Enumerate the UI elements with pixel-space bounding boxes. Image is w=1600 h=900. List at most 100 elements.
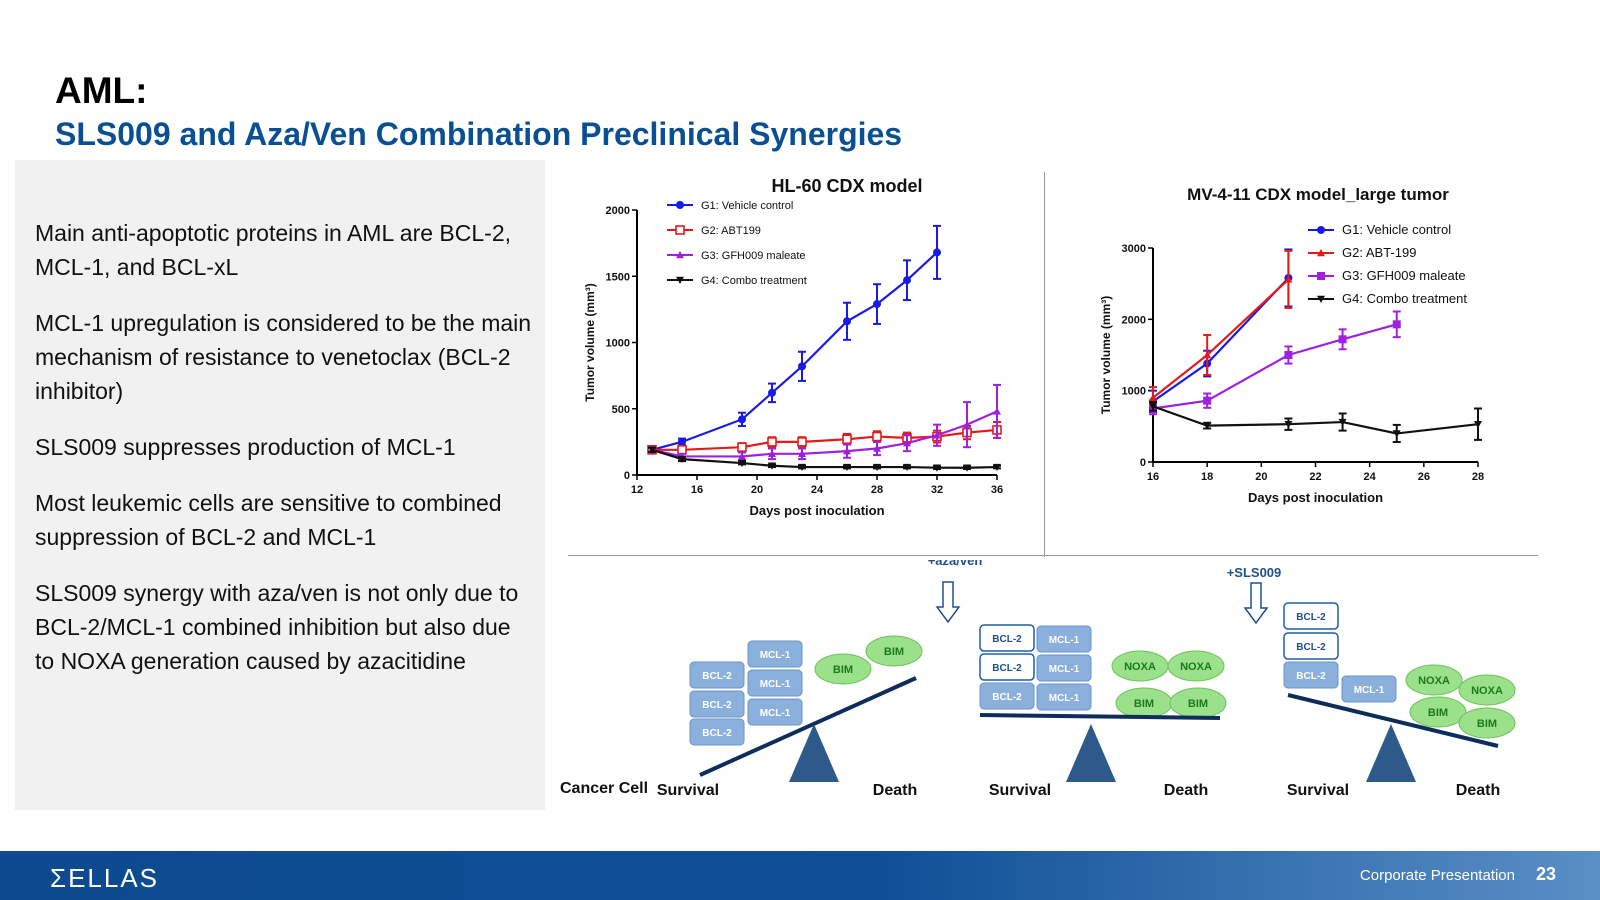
bim-oval-shape: [865, 635, 923, 667]
bim-oval-label: BIM: [1477, 718, 1497, 730]
beam-3: [1287, 693, 1499, 748]
bcl2-box-shape: [689, 690, 745, 718]
bcl2-box-label: BCL-2: [702, 728, 732, 739]
bim-oval: BIM: [1169, 687, 1227, 719]
y-tick-label: 0: [1140, 457, 1146, 469]
mcl1-box: MCL-1: [1036, 683, 1092, 711]
data-point: [873, 444, 881, 452]
vertical-divider: [1044, 172, 1045, 557]
down-arrow-1: [935, 581, 961, 624]
data-point: [1338, 418, 1347, 427]
data-point: [1338, 335, 1347, 344]
legend-marker: [1317, 249, 1325, 257]
bcl2-box-shape: [1283, 661, 1339, 689]
mcl1-box-shape: [1036, 625, 1092, 653]
bim-oval-label: BIM: [833, 664, 853, 676]
survival-label: Survival: [657, 782, 719, 799]
data-point: [768, 462, 776, 470]
bcl2-box-label: BCL-2: [702, 671, 732, 682]
bcl2-box: BCL-2: [689, 690, 745, 718]
mcl1-box-shape: [747, 698, 803, 726]
legend-marker: [1317, 272, 1325, 280]
noxa-oval: NOXA: [1167, 650, 1225, 682]
bim-oval: BIM: [1458, 707, 1516, 739]
hl60-chart: HL-60 CDX model 12 16 20 24 28 32 36 0 500 1000 150…: [583, 176, 1003, 518]
y-axis-label: Tumor volume (mm³): [583, 283, 597, 401]
data-point: [737, 442, 747, 452]
data-point: [843, 317, 851, 326]
data-point: [798, 449, 806, 457]
y-tick-label: 2000: [1122, 314, 1146, 326]
slide-subtitle: SLS009 and Aza/Ven Combination Preclinic…: [55, 116, 903, 152]
legend-marker: [1317, 295, 1325, 303]
data-point: [933, 464, 941, 472]
data-point: [933, 248, 941, 257]
noxa-oval: NOXA: [1458, 674, 1516, 706]
data-point: [1284, 275, 1293, 283]
data-point: [903, 276, 911, 285]
x-axis-label: Days post inoculation: [749, 503, 884, 518]
fulcrum-3: [1366, 724, 1416, 782]
horizontal-divider: [568, 555, 1538, 556]
data-point: [842, 434, 852, 445]
mcl1-box-label: MCL-1: [1354, 685, 1385, 696]
x-tick-label: 28: [1472, 471, 1484, 483]
bcl2-box-shape: [979, 682, 1035, 710]
y-tick-label: 0: [624, 470, 630, 482]
data-point: [963, 420, 971, 428]
x-tick-label: 12: [631, 484, 643, 496]
mcl1-box: MCL-1: [747, 640, 803, 668]
arrow-label-azaven: +aza/ven: [928, 560, 983, 568]
x-tick-label: 36: [991, 484, 1003, 496]
bullet-panel: Main anti-apoptotic proteins in AML are …: [15, 160, 545, 810]
data-point: [843, 447, 851, 455]
noxa-oval-label: NOXA: [1180, 661, 1212, 673]
bcl2-box-label: BCL-2: [1296, 612, 1326, 623]
bim-oval-shape: [1409, 696, 1467, 728]
x-tick-label: 26: [1418, 471, 1430, 483]
x-tick-label: 20: [751, 484, 763, 496]
data-point: [678, 437, 686, 446]
fulcrum-2: [1066, 724, 1116, 782]
series-2: [647, 421, 1002, 455]
y-tick-label: 3000: [1122, 243, 1146, 255]
noxa-oval-shape: [1167, 650, 1225, 682]
legend-label: G1: Vehicle control: [701, 200, 793, 212]
mcl1-box-shape: [747, 640, 803, 668]
data-point: [903, 463, 911, 472]
bim-oval-label: BIM: [884, 646, 904, 658]
series-1: [648, 224, 941, 454]
bim-oval-label: BIM: [1188, 698, 1208, 710]
noxa-oval: NOXA: [1405, 664, 1463, 696]
bcl2-box-label: BCL-2: [992, 692, 1022, 703]
noxa-oval-shape: [1405, 664, 1463, 696]
bcl2-box-shape: [689, 661, 745, 689]
arrow-label-sls009: +SLS009: [1227, 565, 1282, 580]
legend-marker: [676, 201, 684, 209]
mcl1-box-label: MCL-1: [760, 708, 791, 719]
mcl1-box-shape: [1036, 654, 1092, 682]
data-point: [993, 463, 1001, 472]
data-point: [1203, 351, 1212, 359]
data-point: [798, 362, 806, 371]
legend-marker: [676, 276, 684, 284]
bcl2-box-label: BCL-2: [992, 634, 1022, 645]
data-point: [1392, 430, 1401, 438]
noxa-oval-shape: [1458, 674, 1516, 706]
data-point: [843, 463, 851, 472]
noxa-oval-label: NOXA: [1418, 675, 1450, 687]
series-line: [1152, 278, 1290, 399]
data-point: [873, 463, 881, 472]
data-point: [993, 407, 1001, 415]
y-axis-label: Tumor volume (mm³): [1099, 296, 1113, 414]
x-tick-label: 28: [871, 484, 883, 496]
death-label: Death: [1456, 782, 1500, 799]
balance-diagram: BCL-2 BCL-2 BCL-2 MCL-1 MCL-1 MCL-1 BIM BIM +aza…: [560, 560, 1516, 799]
legend-label: G3: GFH009 maleate: [1342, 268, 1466, 283]
mv411-chart: MV-4-11 CDX model_large tumor 16 18 20 22 24 2…: [1099, 185, 1484, 505]
data-point: [738, 452, 746, 460]
bcl2-box-shape: [979, 653, 1035, 681]
legend-label: G4: Combo treatment: [701, 275, 807, 287]
legend-label: G2: ABT-199: [1342, 245, 1416, 260]
mcl1-box-shape: [747, 669, 803, 697]
